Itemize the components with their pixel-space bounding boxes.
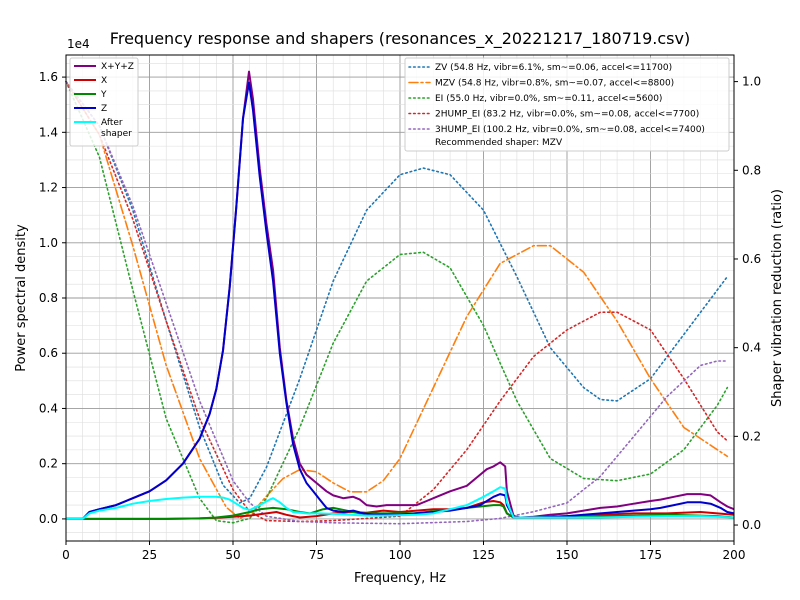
- y-tick-label: 0.6: [39, 346, 58, 360]
- legend-psd-label: shaper: [101, 129, 132, 139]
- x-tick-label: 25: [142, 548, 157, 562]
- legend-shapers-box: [404, 57, 730, 152]
- legend-shaper-label: 3HUMP_EI (100.2 Hz, vibr=0.0%, sm~=0.08,…: [435, 125, 705, 135]
- legend-shaper-label: 2HUMP_EI (83.2 Hz, vibr=0.0%, sm~=0.08, …: [435, 110, 699, 120]
- shaper-line-zv: [65, 80, 729, 504]
- psd-curves: [66, 70, 735, 520]
- legend-psd-label: Z: [101, 104, 107, 114]
- y-tick-label: 1.0: [39, 236, 58, 250]
- legend-psd-label: After: [101, 118, 123, 128]
- chart-title: Frequency response and shapers (resonanc…: [110, 29, 690, 49]
- y-axis-exponent: 1e4: [67, 37, 90, 51]
- y-axis-label: Power spectral density: [14, 224, 29, 372]
- psd-line-z: [66, 81, 735, 520]
- y2-tick-label: 0.8: [742, 163, 761, 177]
- x-axis-label: Frequency, Hz: [354, 571, 446, 586]
- y2-tick-label: 0.4: [742, 341, 761, 355]
- legend-psd-label: X+Y+Z: [101, 62, 134, 72]
- x-tick-label: 75: [309, 548, 324, 562]
- y-tick-label: 1.6: [39, 70, 58, 84]
- y2-tick-label: 1.0: [742, 75, 761, 89]
- shaper-line-ei: [65, 80, 729, 524]
- x-axis-ticks: 0 25 50 75 100 125 150 175 200: [62, 541, 745, 562]
- y-tick-label: 0.8: [39, 291, 58, 305]
- y2-axis-ticks: 0.0 0.2 0.4 0.6 0.8 1.0: [734, 75, 761, 532]
- y2-tick-label: 0.2: [742, 429, 761, 443]
- legend-psd-label: Y: [100, 90, 107, 100]
- recommended-shaper-text: Recommended shaper: MZV: [435, 138, 563, 148]
- y-axis-ticks: 0.0 0.2 0.4 0.6 0.8 1.0 1.2 1.4 1.6: [39, 70, 66, 526]
- y2-axis-label: Shaper vibration reduction (ratio): [770, 189, 785, 407]
- x-tick-label: 150: [556, 548, 579, 562]
- x-tick-label: 0: [62, 548, 70, 562]
- x-tick-label: 175: [639, 548, 662, 562]
- y-tick-label: 0.2: [39, 457, 58, 471]
- legend-shapers: Recommended shaper: MZV ZV (54.8 Hz, vib…: [404, 57, 730, 152]
- y-tick-label: 0.4: [39, 401, 58, 415]
- y2-tick-label: 0.6: [742, 252, 761, 266]
- x-tick-label: 125: [472, 548, 495, 562]
- legend-shaper-label: ZV (54.8 Hz, vibr=6.1%, sm~=0.06, accel<…: [435, 63, 672, 73]
- x-tick-label: 200: [723, 548, 746, 562]
- legend-psd-label: X: [101, 76, 107, 86]
- y-tick-label: 1.4: [39, 125, 58, 139]
- y-tick-label: 0.0: [39, 512, 58, 526]
- legend-shaper-label: EI (55.0 Hz, vibr=0.0%, sm~=0.11, accel<…: [435, 94, 662, 104]
- psd-line-after-shaper: [66, 486, 735, 520]
- shaper-line-3hump-ei: [65, 80, 729, 525]
- x-tick-label: 100: [389, 548, 412, 562]
- shaper-line-mzv: [65, 80, 729, 520]
- y2-tick-label: 0.0: [742, 518, 761, 532]
- y-tick-label: 1.2: [39, 181, 58, 195]
- legend-shaper-label: MZV (54.8 Hz, vibr=0.8%, sm~=0.07, accel…: [435, 79, 674, 89]
- x-tick-label: 50: [225, 548, 240, 562]
